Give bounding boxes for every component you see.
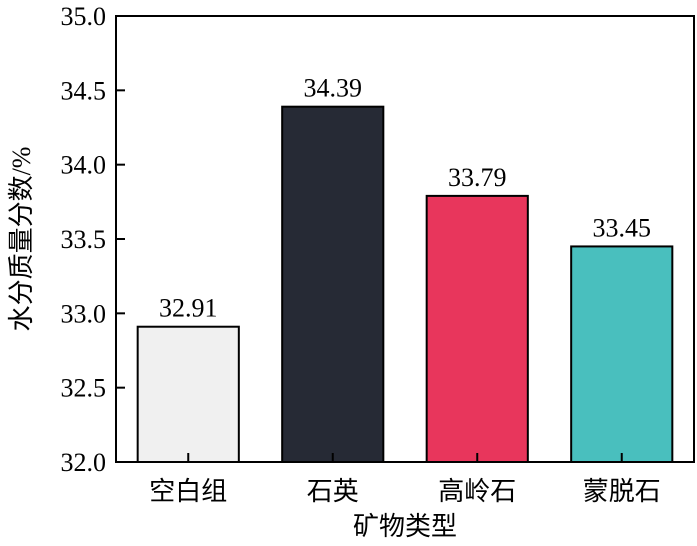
plot-frame [115,15,695,463]
bar [136,325,240,464]
y-tick-label: 32.0 [61,448,107,477]
bar-value-label: 33.45 [593,213,652,242]
y-tick-label: 34.0 [61,151,107,180]
y-tick-label: 32.5 [61,374,107,403]
y-tick-label: 33.0 [61,299,107,328]
x-axis-title: 矿物类型 [353,512,457,541]
y-axis-title: 水分质量分数/% [7,147,36,332]
y-axis-ticks: 32.0 32.5 33.0 33.5 34.0 34.5 35.0 [61,2,125,477]
x-axis-ticks: 空白组 石英 高岭石 蒙脱石 [149,453,661,506]
bar [281,105,385,463]
bars: 32.91 34.39 33.79 33.45 [136,74,674,464]
bar-value-label: 33.79 [448,163,507,192]
x-tick-label: 蒙脱石 [583,477,661,506]
x-tick-label: 空白组 [149,477,227,506]
bar-value-label: 32.91 [159,294,218,323]
x-tick-label: 石英 [307,477,359,506]
bar [570,245,674,463]
y-tick-label: 35.0 [61,2,107,31]
bar-value-label: 34.39 [304,74,363,103]
y-tick-label: 33.5 [61,225,107,254]
x-tick-label: 高岭石 [438,477,516,506]
bar [425,194,529,464]
y-tick-label: 34.5 [61,76,107,105]
